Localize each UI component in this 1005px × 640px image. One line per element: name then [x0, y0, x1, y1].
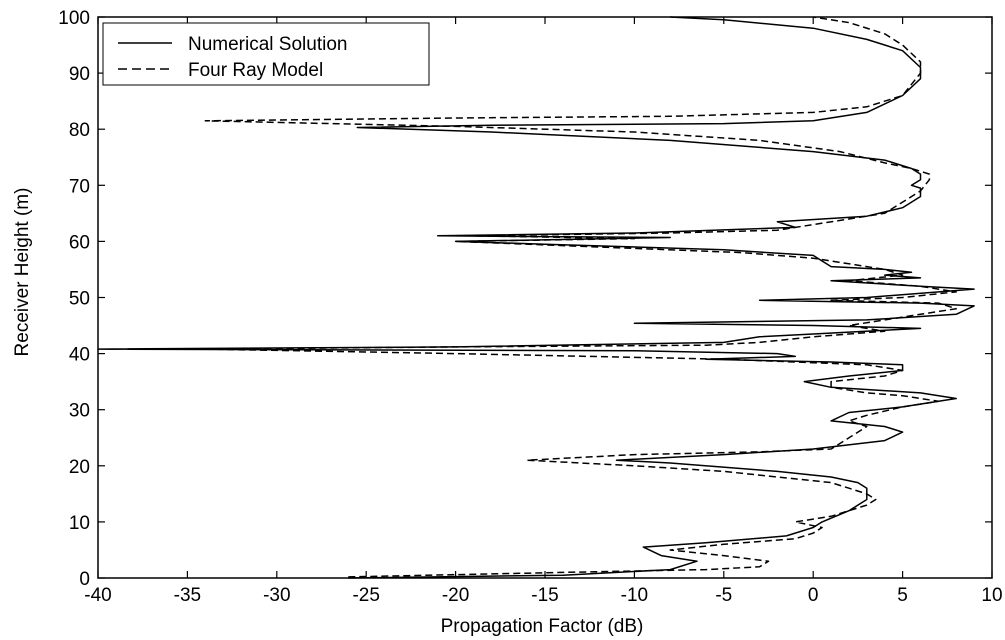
x-tick-label: -15: [531, 585, 558, 606]
y-tick-label: 90: [69, 64, 90, 85]
y-tick-label: 40: [69, 345, 90, 366]
y-axis-label: Receiver Height (m): [12, 188, 33, 357]
y-tick-label: 30: [69, 401, 90, 422]
legend: Numerical Solution Four Ray Model: [102, 22, 430, 86]
x-tick-label: 10: [981, 585, 1002, 606]
x-tick-label: -35: [174, 585, 201, 606]
x-tick-label: -10: [621, 585, 648, 606]
y-tick-label: 0: [79, 569, 90, 590]
y-tick-label: 10: [69, 513, 90, 534]
y-tick-label: 50: [69, 289, 90, 310]
x-tick-label: -30: [263, 585, 290, 606]
y-axis-ticks: 0 10 20 30 40 50 60 70 80 90 100: [58, 8, 992, 590]
series-layer: [97, 16, 975, 579]
x-tick-label: 5: [897, 585, 908, 606]
x-axis-label: Propagation Factor (dB): [441, 616, 644, 637]
x-axis-ticks: -40 -35 -30 -25 -20 -15 -10 -5 0 5 10: [84, 17, 1003, 606]
x-tick-label: -25: [352, 585, 379, 606]
y-tick-label: 80: [69, 120, 90, 141]
x-tick-label: 0: [808, 585, 819, 606]
legend-label-four-ray-model: Four Ray Model: [188, 60, 323, 81]
y-tick-label: 60: [69, 232, 90, 253]
y-tick-label: 70: [69, 176, 90, 197]
legend-box: [102, 22, 430, 86]
x-tick-label: -40: [84, 585, 111, 606]
x-tick-label: -20: [442, 585, 469, 606]
y-tick-label: 100: [58, 8, 90, 29]
x-tick-label: -5: [715, 585, 732, 606]
series-line-four-ray-model: [204, 16, 957, 578]
y-tick-label: 20: [69, 457, 90, 478]
legend-label-numerical-solution: Numerical Solution: [188, 34, 347, 55]
series-line-numerical-solution: [97, 16, 975, 579]
